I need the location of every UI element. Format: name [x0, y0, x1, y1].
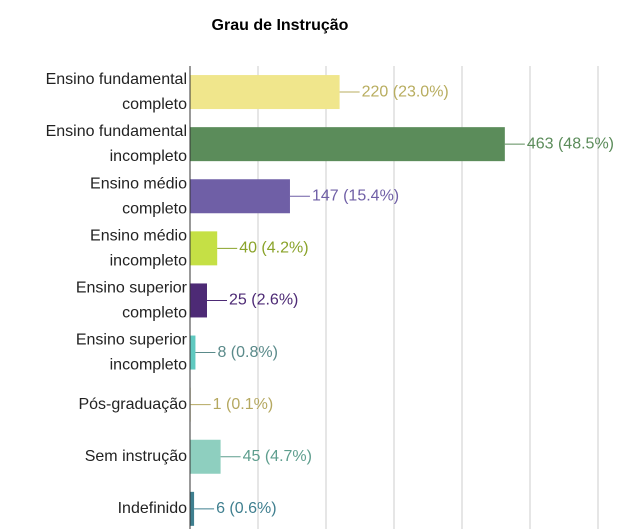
value-label: 25 (2.6%): [229, 292, 298, 309]
bar: [190, 127, 505, 162]
bar: [190, 231, 218, 266]
bar: [190, 439, 221, 474]
value-label: 220 (23.0%): [362, 83, 449, 100]
value-label: 6 (0.6%): [216, 500, 276, 517]
y-tick-label: Ensino médio incompleto: [90, 228, 187, 270]
bar: [190, 283, 207, 318]
value-label: 8 (0.8%): [217, 344, 277, 361]
bar: [190, 75, 340, 110]
y-tick-label: Indefinido: [118, 500, 187, 517]
value-label: 40 (4.2%): [239, 240, 308, 257]
bar: [190, 179, 290, 214]
bar: [190, 491, 195, 526]
value-label: 463 (48.5%): [527, 135, 614, 152]
chart-title: Grau de Instrução: [212, 17, 349, 34]
y-tick-label: Pós-graduação: [78, 396, 187, 413]
y-tick-label: Ensino fundamental completo: [46, 71, 188, 113]
bar: [190, 335, 196, 370]
value-label: 45 (4.7%): [243, 448, 312, 465]
y-tick-label: Ensino fundamental incompleto: [46, 123, 188, 165]
y-tick-label: Ensino superior incompleto: [76, 332, 188, 374]
y-tick-label: Ensino médio completo: [90, 175, 187, 217]
y-tick-label: Ensino superior completo: [76, 280, 188, 322]
y-tick-label: Sem instrução: [85, 448, 187, 465]
value-label: 1 (0.1%): [213, 396, 273, 413]
value-label: 147 (15.4%): [312, 187, 399, 204]
